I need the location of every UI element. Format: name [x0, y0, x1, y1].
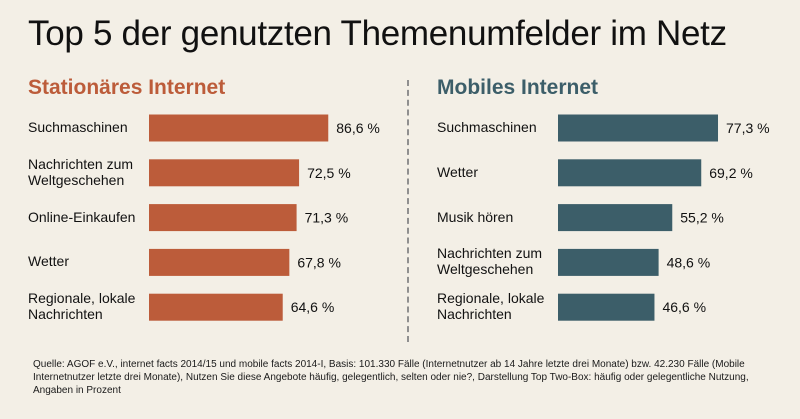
category-label: Online-Einkaufen — [28, 208, 136, 225]
value-label: 71,3 % — [305, 210, 349, 226]
bars-svg: 77,3 % 69,2 % 55,2 % 48,6 % 46,6 % — [558, 114, 770, 321]
category-label: Wetter — [437, 163, 478, 180]
chart-title-mobile: Mobiles Internet — [437, 76, 599, 99]
category-label: Regionale, lokale Nachrichten — [437, 290, 545, 323]
value-label: 72,5 % — [307, 165, 351, 181]
category-label: Suchmaschinen — [437, 119, 537, 135]
bars-svg: 86,6 % 72,5 % 71,3 % 67,8 % 64,6 % — [149, 114, 380, 321]
bar — [558, 248, 659, 276]
page-title: Top 5 der genutzten Themenumfelder im Ne… — [28, 14, 727, 53]
bar — [149, 114, 329, 142]
chart-title-stationary: Stationäres Internet — [28, 76, 226, 99]
panel-divider — [407, 80, 409, 342]
category-label: Nachrichten zum Weltgeschehen — [28, 155, 134, 188]
bar — [149, 248, 290, 276]
value-label: 86,6 % — [336, 120, 380, 136]
bar — [149, 204, 297, 232]
value-label: 69,2 % — [709, 165, 753, 181]
bar — [558, 204, 673, 232]
value-label: 77,3 % — [726, 120, 770, 136]
bar — [558, 293, 655, 321]
bar — [558, 114, 719, 142]
bar — [558, 159, 702, 187]
bar — [149, 293, 283, 321]
bar-chart-mobile: 77,3 % 69,2 % 55,2 % 48,6 % 46,6 % Suchmaschi… — [437, 108, 797, 338]
bar-chart-stationary: 86,6 % 72,5 % 71,3 % 67,8 % 64,6 % Suchmaschi… — [28, 108, 388, 338]
value-label: 55,2 % — [680, 210, 724, 226]
category-label: Wetter — [28, 253, 69, 270]
source-note: Quelle: AGOF e.V., internet facts 2014/1… — [33, 359, 749, 396]
bar — [149, 159, 300, 187]
category-label: Suchmaschinen — [28, 119, 128, 135]
category-label: Regionale, lokale Nachrichten — [28, 290, 136, 323]
category-label: Musik hören — [437, 208, 514, 225]
category-label: Nachrichten zum Weltgeschehen — [437, 245, 543, 278]
value-label: 64,6 % — [291, 299, 335, 315]
value-label: 46,6 % — [662, 299, 706, 315]
value-label: 48,6 % — [667, 254, 711, 270]
value-label: 67,8 % — [297, 254, 341, 270]
